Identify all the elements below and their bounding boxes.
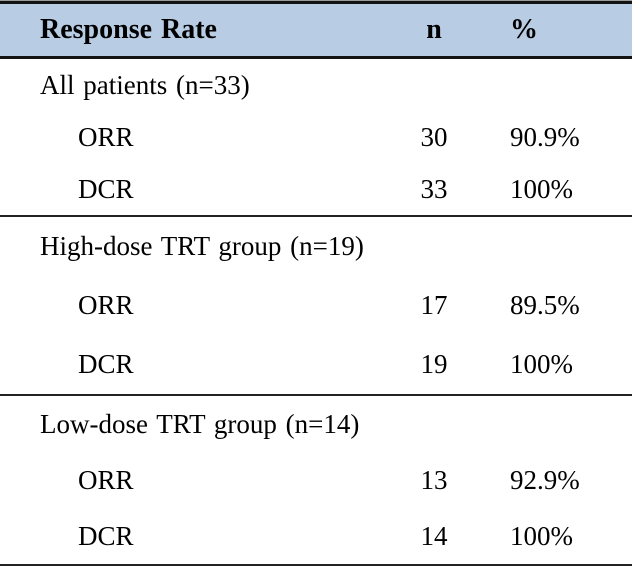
row-pct-value: 100% xyxy=(510,173,573,204)
row-label: ORR xyxy=(78,290,134,320)
header-n: n xyxy=(426,14,442,45)
section-title-high-dose: High-dose TRT group (n=19) xyxy=(40,231,364,261)
table-row-orr: ORR 30 90.9% xyxy=(0,111,632,163)
row-label: ORR xyxy=(78,464,134,495)
row-n-value: 30 xyxy=(420,121,448,152)
row-n-value: 33 xyxy=(420,173,448,204)
section-title-row: All patients (n=33) xyxy=(0,59,632,111)
section-low-dose-trt: Low-dose TRT group (n=14) ORR 13 92.9% D… xyxy=(0,396,632,566)
table-row-orr: ORR 13 92.9% xyxy=(0,452,632,508)
row-label: DCR xyxy=(78,520,134,551)
row-label: DCR xyxy=(78,173,134,204)
section-title-row: Low-dose TRT group (n=14) xyxy=(0,396,632,452)
section-all-patients: All patients (n=33) ORR 30 90.9% DCR 33 … xyxy=(0,59,632,217)
row-label: ORR xyxy=(78,121,134,152)
row-n-value: 13 xyxy=(420,464,448,495)
header-percent: % xyxy=(510,14,538,45)
section-title-low-dose: Low-dose TRT group (n=14) xyxy=(40,408,360,439)
row-pct-value: 89.5% xyxy=(510,290,580,320)
table-row-dcr: DCR 14 100% xyxy=(0,508,632,564)
row-n-value: 19 xyxy=(420,349,448,379)
row-pct-value: 92.9% xyxy=(510,464,580,495)
header-response-rate: Response Rate xyxy=(40,14,217,45)
row-label: DCR xyxy=(78,349,134,379)
table-row-orr: ORR 17 89.5% xyxy=(0,276,632,335)
table-row-dcr: DCR 19 100% xyxy=(0,335,632,394)
section-title-row: High-dose TRT group (n=19) xyxy=(0,217,632,276)
bottom-whitespace xyxy=(0,566,632,576)
row-n-value: 17 xyxy=(420,290,448,320)
row-pct-value: 90.9% xyxy=(510,121,580,152)
row-n-value: 14 xyxy=(420,520,448,551)
row-pct-value: 100% xyxy=(510,349,573,379)
row-pct-value: 100% xyxy=(510,520,573,551)
table-row-dcr: DCR 33 100% xyxy=(0,163,632,215)
section-high-dose-trt: High-dose TRT group (n=19) ORR 17 89.5% … xyxy=(0,217,632,396)
table-header-row: Response Rate n % xyxy=(0,1,632,59)
section-title-all-patients: All patients (n=33) xyxy=(40,69,250,100)
